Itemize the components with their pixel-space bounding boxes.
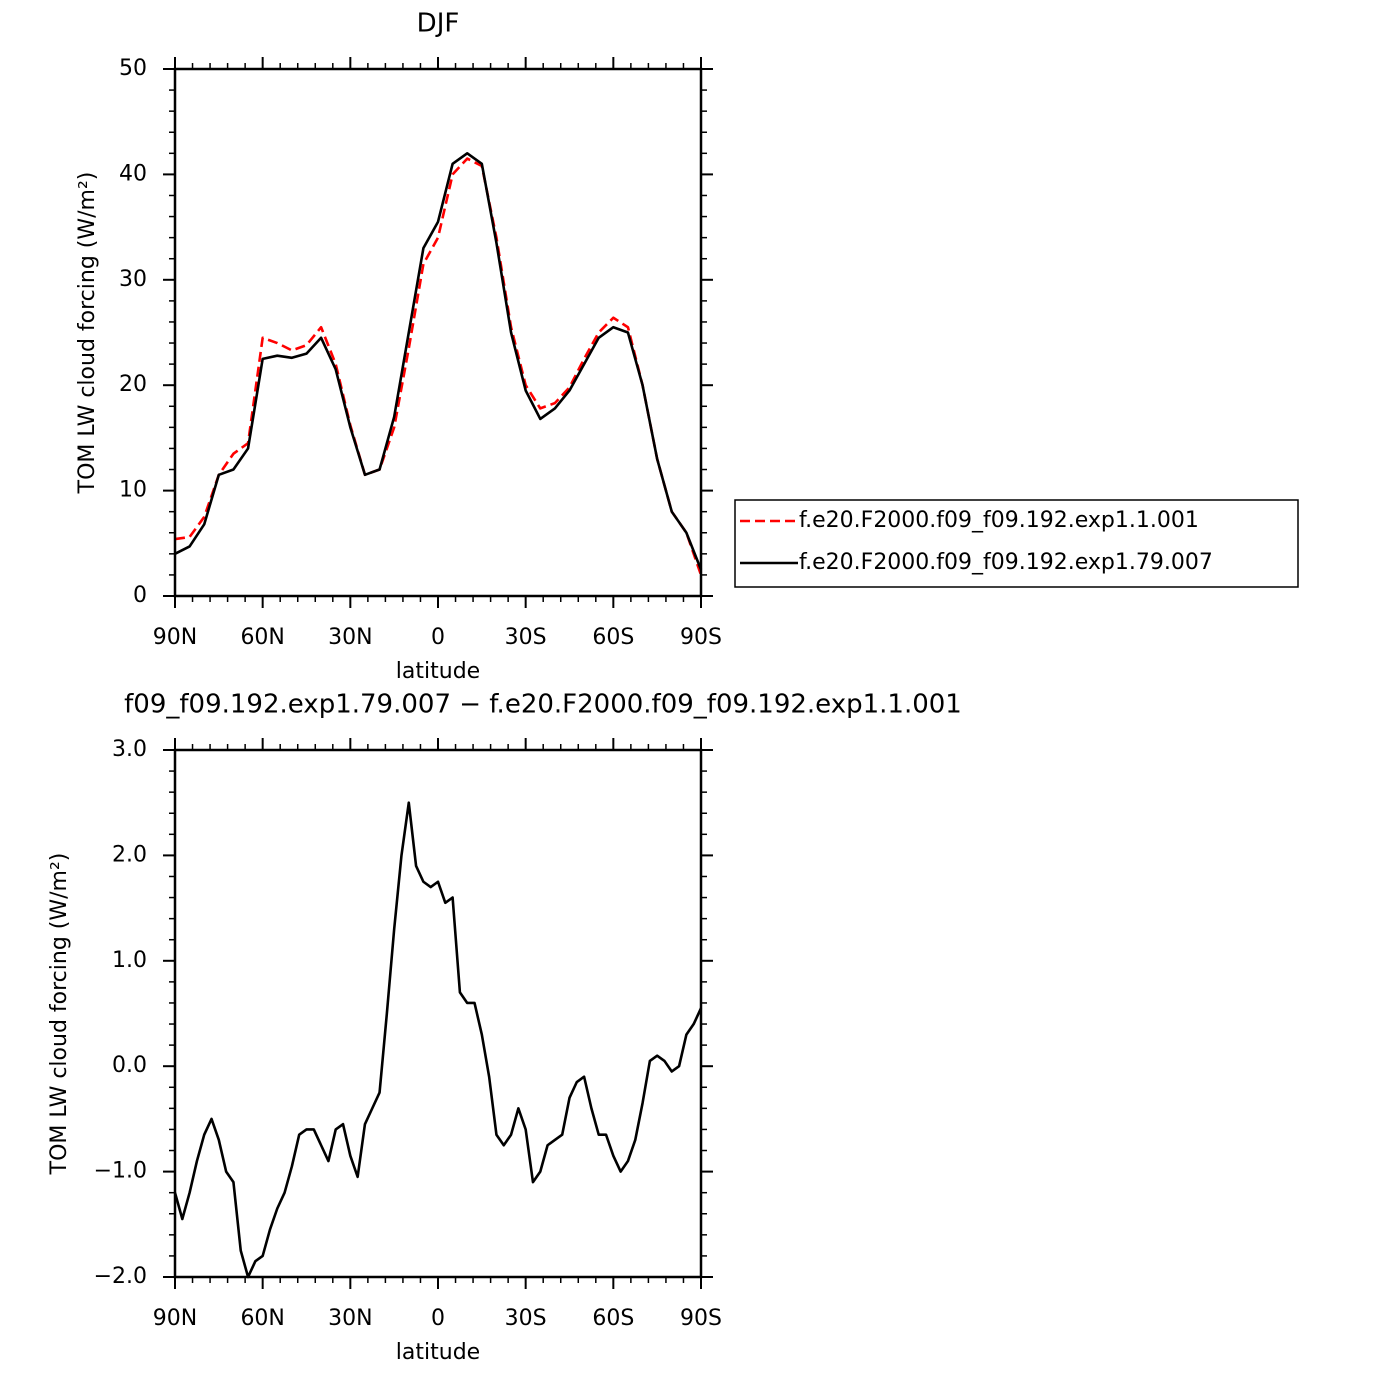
x-tick-label: 0 bbox=[431, 625, 445, 650]
data-line bbox=[174, 152, 703, 571]
y-tick-label: 1.0 bbox=[112, 948, 147, 973]
x-tick-label: 30N bbox=[328, 1306, 372, 1331]
x-tick-label: 60S bbox=[592, 1306, 634, 1331]
legend-box bbox=[734, 499, 1299, 588]
x-axis-label: latitude bbox=[396, 659, 480, 684]
y-tick-label: 10 bbox=[119, 478, 147, 503]
y-tick-label: −1.0 bbox=[94, 1159, 147, 1184]
chart-title: DJF bbox=[417, 9, 460, 39]
x-tick-label: 90S bbox=[680, 1306, 722, 1331]
data-line bbox=[173, 801, 703, 1279]
y-tick-label: 0.0 bbox=[112, 1053, 147, 1078]
x-tick-label: 0 bbox=[431, 1306, 445, 1331]
legend-label: f.e20.F2000.f09_f09.192.exp1.79.007 bbox=[799, 550, 1213, 575]
x-tick-label: 60N bbox=[240, 1306, 284, 1331]
y-axis-label: TOM LW cloud forcing (W/m²) bbox=[47, 853, 72, 1176]
x-axis-label: latitude bbox=[396, 1340, 480, 1365]
y-tick-label: 0 bbox=[133, 583, 147, 608]
y-tick-label: 50 bbox=[119, 56, 147, 81]
y-tick-label: 30 bbox=[119, 267, 147, 292]
x-tick-label: 30S bbox=[505, 625, 547, 650]
x-tick-label: 90N bbox=[153, 1306, 197, 1331]
x-tick-label: 30S bbox=[505, 1306, 547, 1331]
data-line bbox=[174, 157, 703, 576]
x-tick-label: 90S bbox=[680, 625, 722, 650]
plot-frame bbox=[173, 67, 703, 598]
x-tick-label: 30N bbox=[328, 625, 372, 650]
y-tick-label: 3.0 bbox=[112, 737, 147, 762]
plot-frame bbox=[173, 748, 703, 1279]
y-tick-label: −2.0 bbox=[94, 1264, 147, 1289]
x-tick-label: 60N bbox=[240, 625, 284, 650]
y-tick-label: 40 bbox=[119, 161, 147, 186]
y-axis-label: TOM LW cloud forcing (W/m²) bbox=[75, 172, 100, 495]
y-tick-label: 2.0 bbox=[112, 842, 147, 867]
x-tick-label: 90N bbox=[153, 625, 197, 650]
chart-title: f09_f09.192.exp1.79.007 − f.e20.F2000.f0… bbox=[124, 690, 962, 720]
x-tick-label: 60S bbox=[592, 625, 634, 650]
y-tick-label: 20 bbox=[119, 372, 147, 397]
legend-label: f.e20.F2000.f09_f09.192.exp1.1.001 bbox=[799, 508, 1199, 533]
